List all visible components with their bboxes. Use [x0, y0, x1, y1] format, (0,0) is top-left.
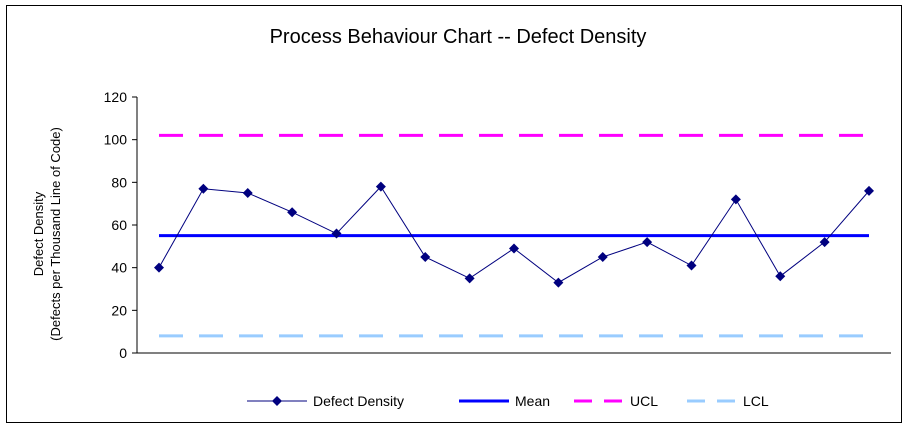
y-tick-label: 120 [104, 89, 128, 105]
data-point-marker [864, 185, 874, 196]
process-behaviour-chart: Process Behaviour Chart -- Defect Densit… [31, 26, 891, 409]
data-point-marker [775, 271, 786, 282]
data-point-marker [242, 188, 253, 198]
legend-item-ucl: UCL [574, 393, 658, 409]
legend-item-defect-density: Defect Density [247, 393, 404, 409]
data-point-marker [331, 228, 342, 239]
legend-label: Mean [515, 393, 550, 409]
defect-density-series [154, 181, 874, 288]
y-tick-label: 40 [111, 260, 127, 276]
y-tick-label: 100 [104, 132, 128, 148]
legend-item-mean: Mean [459, 393, 550, 409]
data-point-marker [198, 183, 209, 194]
legend-label: LCL [743, 393, 769, 409]
y-axis-label-line2: (Defects per Thousand Line of Code) [48, 127, 63, 341]
y-axis-ticks: 0 20 40 60 80 100 120 [104, 89, 137, 361]
data-point-marker [642, 237, 653, 248]
chart-frame: Process Behaviour Chart -- Defect Densit… [6, 5, 902, 423]
y-tick-label: 80 [111, 174, 127, 190]
data-point-marker [509, 243, 519, 254]
data-point-marker [287, 207, 298, 218]
legend-item-lcl: LCL [687, 393, 769, 409]
chart-title: Process Behaviour Chart -- Defect Densit… [270, 26, 647, 48]
data-point-marker [597, 252, 608, 262]
y-tick-label: 20 [111, 302, 127, 318]
reference-lines [159, 133, 869, 338]
legend: Defect Density Mean UCL LCL [247, 393, 769, 409]
data-point-marker [154, 262, 164, 273]
data-point-marker [464, 273, 475, 284]
legend-swatch-marker [272, 396, 282, 406]
data-point-marker [420, 252, 431, 262]
data-point-marker [553, 277, 564, 288]
y-axis-label: Defect Density (Defects per Thousand Lin… [31, 127, 63, 341]
y-axis-label-line1: Defect Density [31, 191, 46, 276]
legend-label: Defect Density [313, 393, 404, 409]
legend-label: UCL [630, 393, 658, 409]
data-point-marker [375, 181, 386, 192]
data-point-marker [730, 194, 741, 205]
data-point-marker [819, 237, 830, 248]
y-tick-label: 60 [111, 217, 127, 233]
data-point-marker [686, 260, 697, 271]
y-tick-label: 0 [119, 345, 127, 361]
